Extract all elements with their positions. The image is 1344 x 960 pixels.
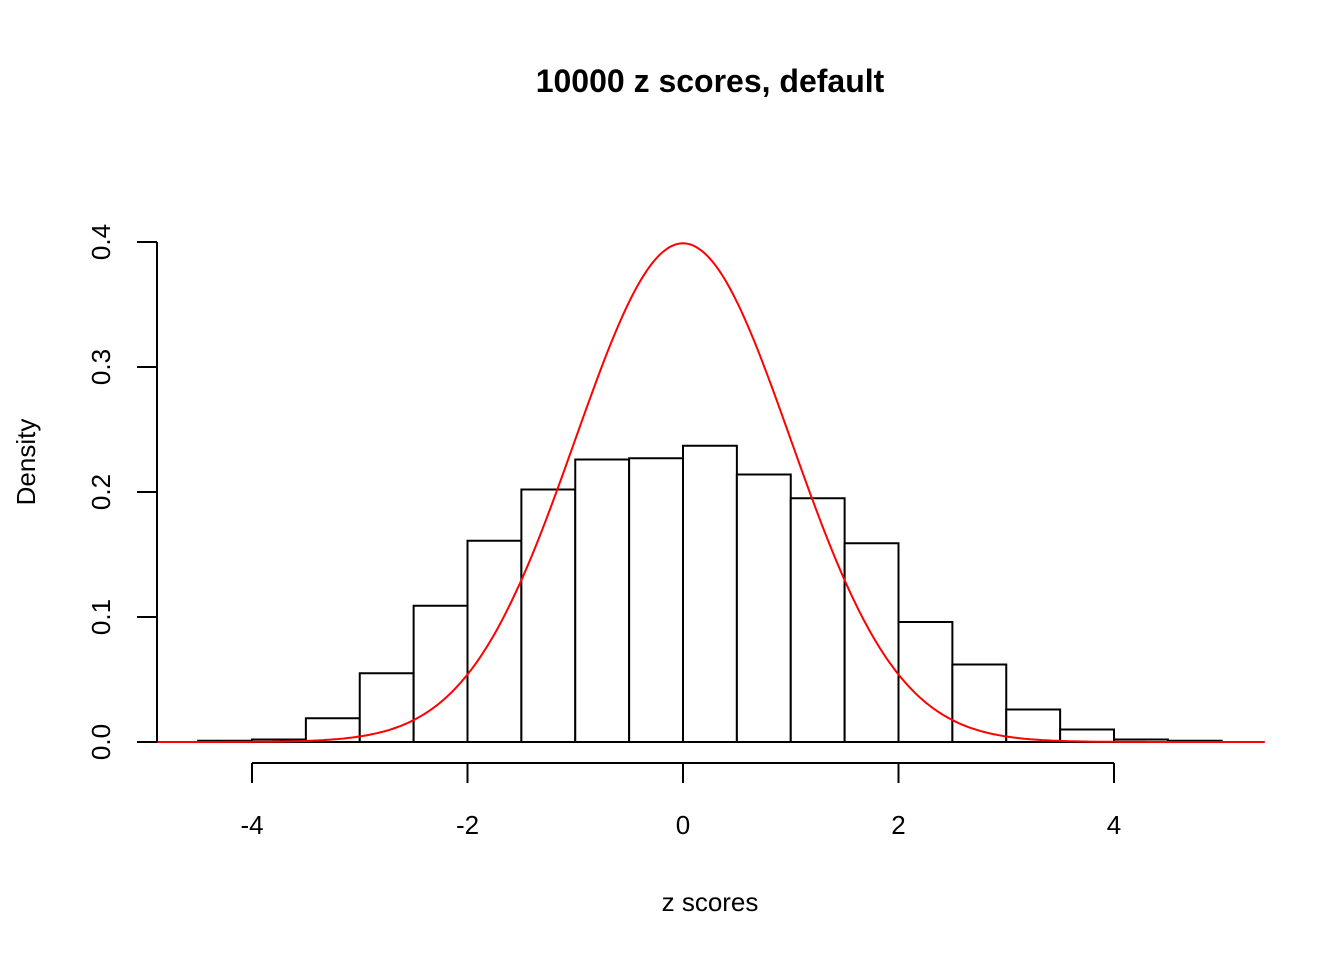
x-tick-label: -2 (456, 810, 479, 840)
histogram-bar-15 (1005, 708, 1062, 743)
y-axis-label: Density (11, 419, 41, 506)
y-tick-label: 0.2 (86, 474, 116, 510)
x-tick-label: 2 (891, 810, 905, 840)
bars (197, 444, 1223, 743)
histogram-bar-14 (951, 663, 1008, 743)
histogram-bar-6 (520, 488, 577, 743)
histogram-bar-7 (574, 458, 631, 743)
y-axis: 0.0 0.1 0.2 0.3 0.4 (86, 224, 158, 760)
y-tick-label: 0.4 (86, 224, 116, 260)
normal-density-curve (144, 242, 1265, 743)
histogram-bar-4 (412, 604, 469, 743)
histogram-bar-10 (735, 473, 792, 743)
y-tick-label: 0.1 (86, 599, 116, 635)
histogram-bar-12 (843, 542, 900, 743)
histogram-bar-9 (682, 444, 738, 743)
y-tick-label: 0.3 (86, 349, 116, 385)
x-axis-label: z scores (662, 887, 759, 917)
histogram-bar-16 (1059, 728, 1115, 743)
density-curve-group (144, 242, 1265, 743)
x-tick-label: -4 (240, 810, 263, 840)
histogram-bar-5 (466, 539, 523, 743)
x-tick-label: 4 (1107, 810, 1121, 840)
x-axis: -4 -2 0 2 4 (240, 762, 1121, 840)
x-tick-label: 0 (676, 810, 690, 840)
chart-title: 10000 z scores, default (536, 63, 885, 99)
y-tick-label: 0.0 (86, 724, 116, 760)
histogram-bar-11 (789, 497, 846, 743)
histogram-bar-8 (628, 457, 684, 743)
histogram-bar-13 (897, 621, 954, 743)
